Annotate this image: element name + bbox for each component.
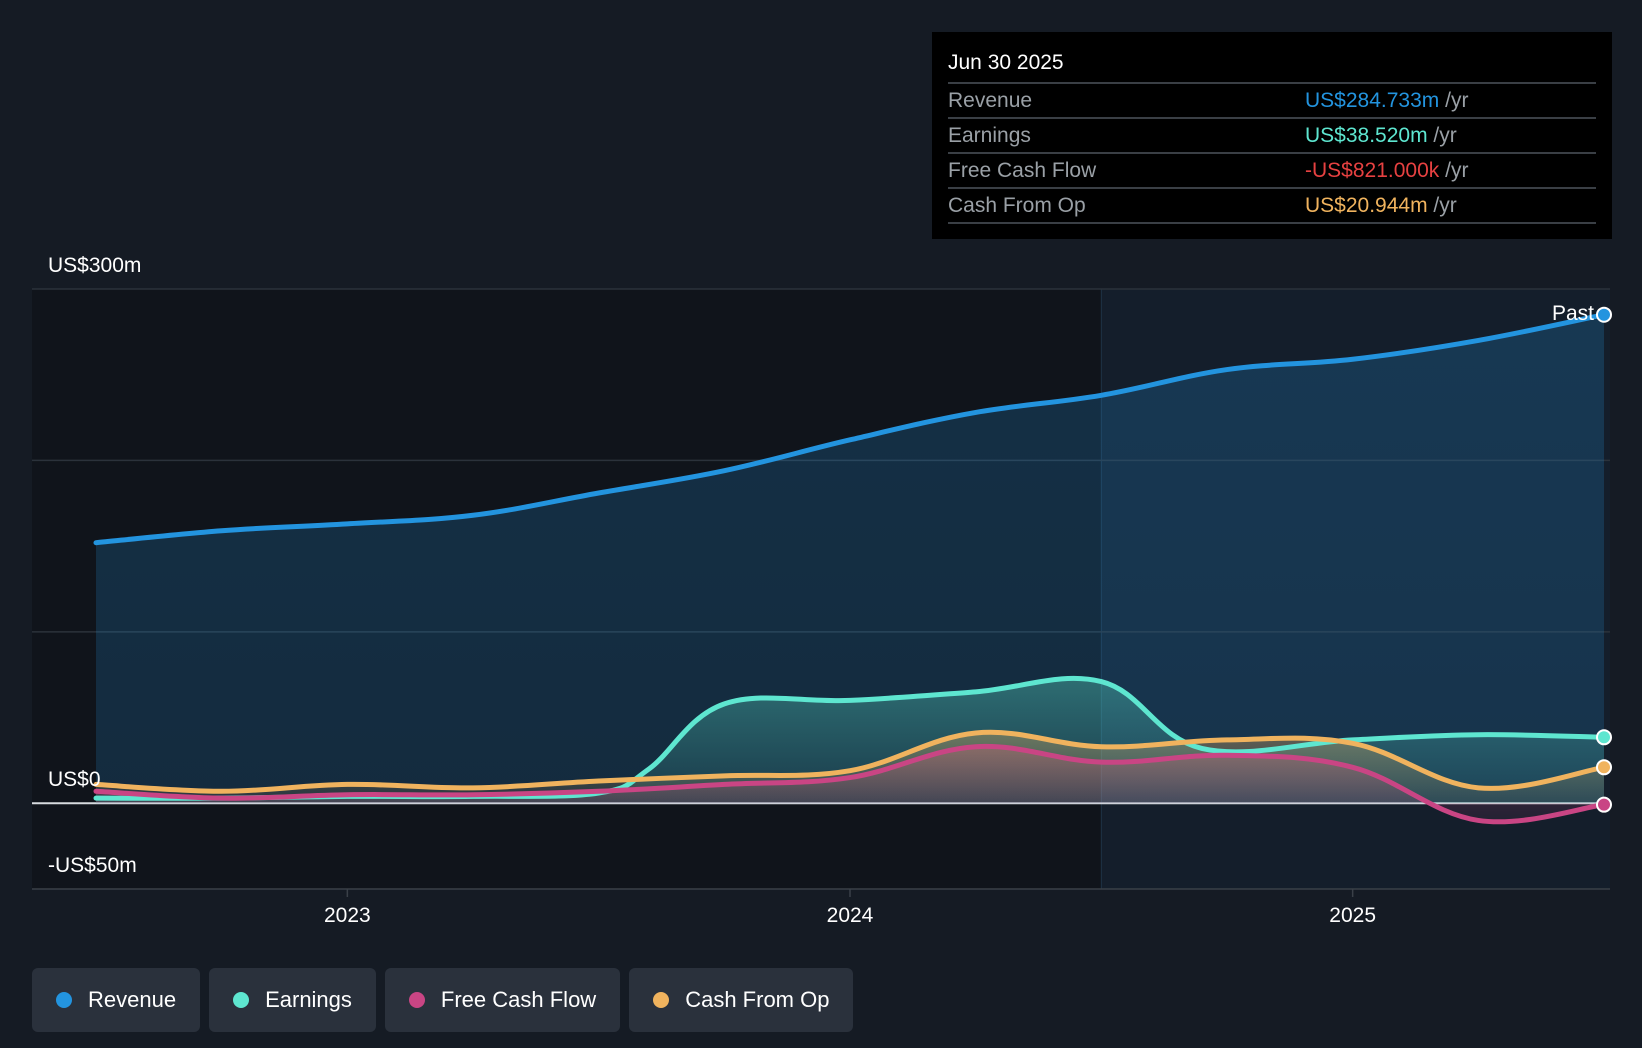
tooltip-label: Revenue [948, 89, 1033, 112]
tooltip-row-cash-from-op: Cash From Op US$20.944m /yr [948, 189, 1596, 224]
legend-item-cash-from-op[interactable]: Cash From Op [629, 968, 854, 1032]
tooltip-row-earnings: Earnings US$38.520m /yr [948, 119, 1596, 154]
free-cash-flow-end-point [1596, 796, 1612, 813]
tooltip-unit: /yr [1445, 159, 1469, 182]
cash-from-op-dot-icon [653, 992, 670, 1008]
legend-label: Free Cash Flow [440, 987, 597, 1012]
legend: Revenue Earnings Free Cash Flow Cash Fro… [32, 968, 854, 1032]
cash-from-op-end-point [1596, 759, 1612, 776]
free-cash-flow-line [93, 743, 1607, 825]
tooltip-row-revenue: Revenue US$284.733m /yr [948, 84, 1596, 119]
tooltip-value: -US$821.000k [1305, 159, 1440, 182]
tooltip-label: Free Cash Flow [948, 159, 1097, 182]
legend-label: Revenue [88, 987, 177, 1012]
revenue-dot-icon [56, 992, 72, 1008]
legend-item-free-cash-flow[interactable]: Free Cash Flow [384, 968, 621, 1032]
earnings-end-point [1596, 729, 1612, 746]
tooltip-value: US$284.733m [1305, 89, 1440, 112]
legend-label: Earnings [265, 987, 352, 1012]
tooltip-unit: /yr [1433, 124, 1457, 147]
tooltip-label: Earnings [948, 124, 1031, 147]
cash-from-op-line [93, 729, 1607, 794]
tooltip-panel: Jun 30 2025 Revenue US$284.733m /yr Earn… [932, 32, 1612, 239]
legend-item-revenue[interactable]: Revenue [32, 968, 201, 1032]
x-tick-label: 2025 [1329, 904, 1376, 927]
revenue-line [93, 312, 1607, 546]
revenue-area [96, 314, 1604, 804]
y-label-zero: US$0 [48, 768, 101, 791]
tooltip-value: US$38.520m [1305, 124, 1428, 147]
tooltip-label: Cash From Op [948, 194, 1086, 217]
legend-label: Cash From Op [685, 987, 830, 1012]
tooltip-row-free-cash-flow: Free Cash Flow -US$821.000k /yr [948, 154, 1596, 189]
tooltip-unit: /yr [1433, 194, 1457, 217]
tooltip-date: Jun 30 2025 [948, 46, 1596, 84]
tooltip-unit: /yr [1445, 89, 1469, 112]
legend-item-earnings[interactable]: Earnings [209, 968, 376, 1032]
x-tick-label: 2024 [827, 904, 874, 927]
revenue-end-point [1596, 306, 1612, 323]
tooltip-value: US$20.944m [1305, 194, 1428, 217]
earnings-dot-icon [233, 992, 250, 1008]
free-cash-flow-dot-icon [408, 992, 425, 1008]
y-label-top: US$300m [48, 254, 141, 277]
past-label: Past [1552, 302, 1594, 325]
x-tick-label: 2023 [324, 904, 371, 927]
y-label-bottom: -US$50m [48, 854, 137, 877]
